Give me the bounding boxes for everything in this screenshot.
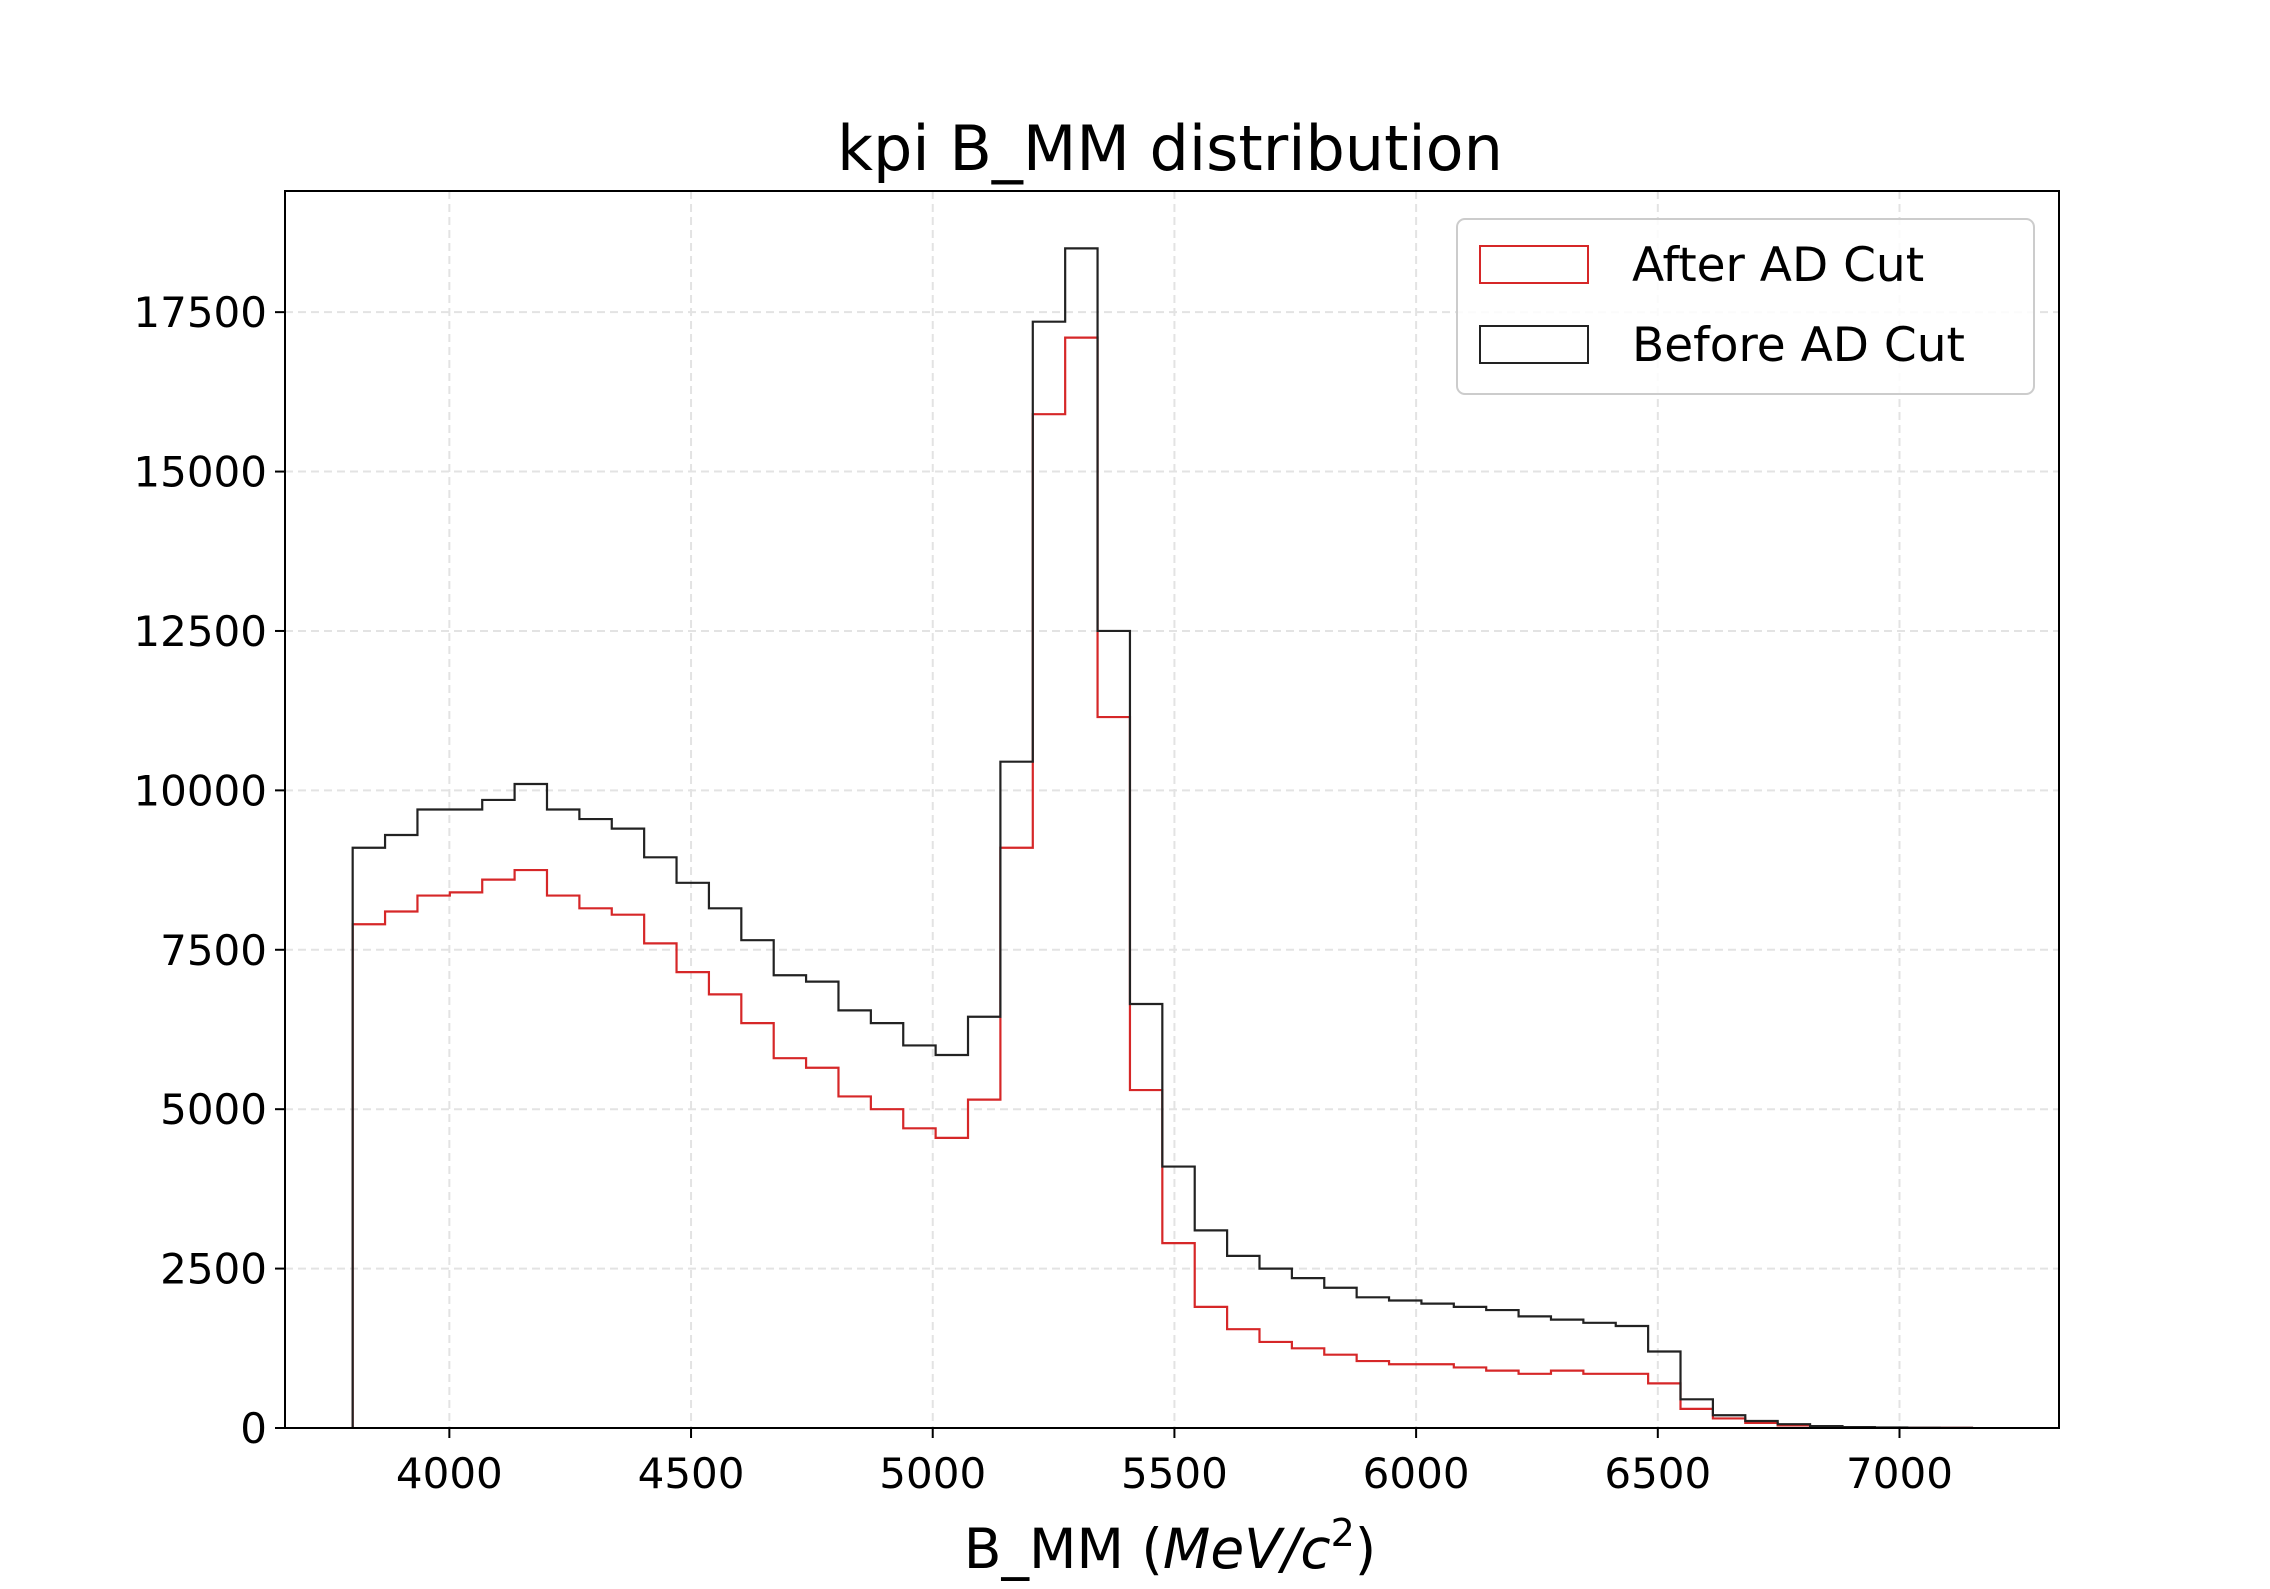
histogram-bin: [1681, 1399, 1713, 1428]
x-axis-label-unit: MeV/c: [1163, 1517, 1331, 1581]
histogram-bin: [417, 810, 449, 1429]
histogram-bin: [1130, 1004, 1162, 1428]
histogram-bin: [482, 800, 514, 1428]
histogram-bin: [450, 810, 482, 1429]
x-tick-label: 4500: [638, 1449, 745, 1498]
axis-ticks: 4000 4500 5000 5500 6000 6500 7000 0 2500 5000 750…: [133, 288, 1953, 1498]
x-tick-label: 7000: [1846, 1449, 1953, 1498]
histogram-bin: [1000, 762, 1032, 1428]
histogram-bin: [968, 1017, 1000, 1428]
histogram-bin: [547, 810, 579, 1429]
y-tick-label: 5000: [160, 1085, 267, 1134]
y-tick-label: 0: [240, 1404, 267, 1453]
histogram-bin: [806, 982, 838, 1428]
histogram-bin: [936, 1055, 968, 1428]
histogram-bin: [353, 848, 385, 1428]
histogram-bin: [612, 829, 644, 1428]
x-tick-label: 6500: [1604, 1449, 1711, 1498]
legend-box: [1456, 218, 2035, 395]
plot-frame: [284, 190, 2060, 1429]
histogram-bin: [385, 835, 417, 1428]
grid-lines: [285, 191, 2059, 1429]
histogram-bin: [1519, 1316, 1551, 1428]
histogram-bin: [871, 1023, 903, 1428]
histogram-bin: [1389, 1300, 1421, 1428]
histogram-bin: [677, 883, 709, 1428]
histogram-bin: [903, 1045, 935, 1428]
histogram-bin: [1324, 1288, 1356, 1428]
x-tick-label: 4000: [396, 1449, 503, 1498]
legend-swatch-after: [1479, 245, 1589, 284]
histogram-bin: [1065, 248, 1097, 1428]
histogram-bin: [1357, 1297, 1389, 1428]
histogram-bin: [1098, 631, 1130, 1428]
legend: After AD Cut Before AD Cut: [1456, 218, 2035, 395]
histogram-bin: [838, 1010, 870, 1428]
histogram-bin: [1227, 1256, 1259, 1428]
histogram-bin: [709, 908, 741, 1428]
histogram-bin: [1454, 1307, 1486, 1428]
histogram-bin: [1421, 1304, 1453, 1428]
histogram-bin: [1033, 322, 1065, 1428]
histogram-bin: [1292, 1278, 1324, 1428]
histogram-bin: [1486, 1310, 1518, 1428]
histogram-bin: [1259, 1269, 1291, 1428]
x-axis-label-suffix: ): [1355, 1517, 1376, 1581]
y-tick-label: 17500: [133, 288, 267, 337]
legend-label-after: After AD Cut: [1632, 238, 1924, 293]
histogram-bin: [1583, 1323, 1615, 1428]
x-axis-label: B_MM (MeV/c2): [964, 1511, 1376, 1581]
histogram-bin: [1713, 1415, 1745, 1428]
legend-swatch-before: [1479, 325, 1589, 364]
histogram-series: [351, 247, 1974, 1429]
x-axis-label-exponent: 2: [1331, 1511, 1355, 1555]
histogram-bin: [644, 857, 676, 1428]
histogram-bin: [1195, 1230, 1227, 1428]
histogram-bin: [515, 784, 547, 1428]
histogram-bin: [1551, 1320, 1583, 1428]
y-tick-label: 15000: [133, 448, 267, 497]
x-tick-label: 5500: [1121, 1449, 1228, 1498]
histogram-bin: [774, 975, 806, 1428]
histogram-step-line: [351, 247, 1974, 1429]
chart-title: kpi B_MM distribution: [837, 112, 1503, 185]
y-tick-label: 7500: [160, 926, 267, 975]
y-tick-label: 12500: [133, 607, 267, 656]
histogram-bin: [1162, 1167, 1194, 1428]
legend-label-before: Before AD Cut: [1632, 318, 1965, 373]
histogram-bin: [1648, 1351, 1680, 1428]
x-tick-label: 6000: [1363, 1449, 1470, 1498]
histogram-bin: [579, 819, 611, 1428]
histogram-bin: [741, 940, 773, 1428]
histogram-bin: [1745, 1421, 1777, 1428]
x-axis-label-prefix: B_MM (: [964, 1517, 1163, 1581]
series-before-ad-cut: [351, 247, 1974, 1429]
y-tick-label: 2500: [160, 1245, 267, 1294]
x-tick-label: 5000: [879, 1449, 986, 1498]
histogram-bin: [1616, 1326, 1648, 1428]
y-tick-label: 10000: [133, 766, 267, 815]
